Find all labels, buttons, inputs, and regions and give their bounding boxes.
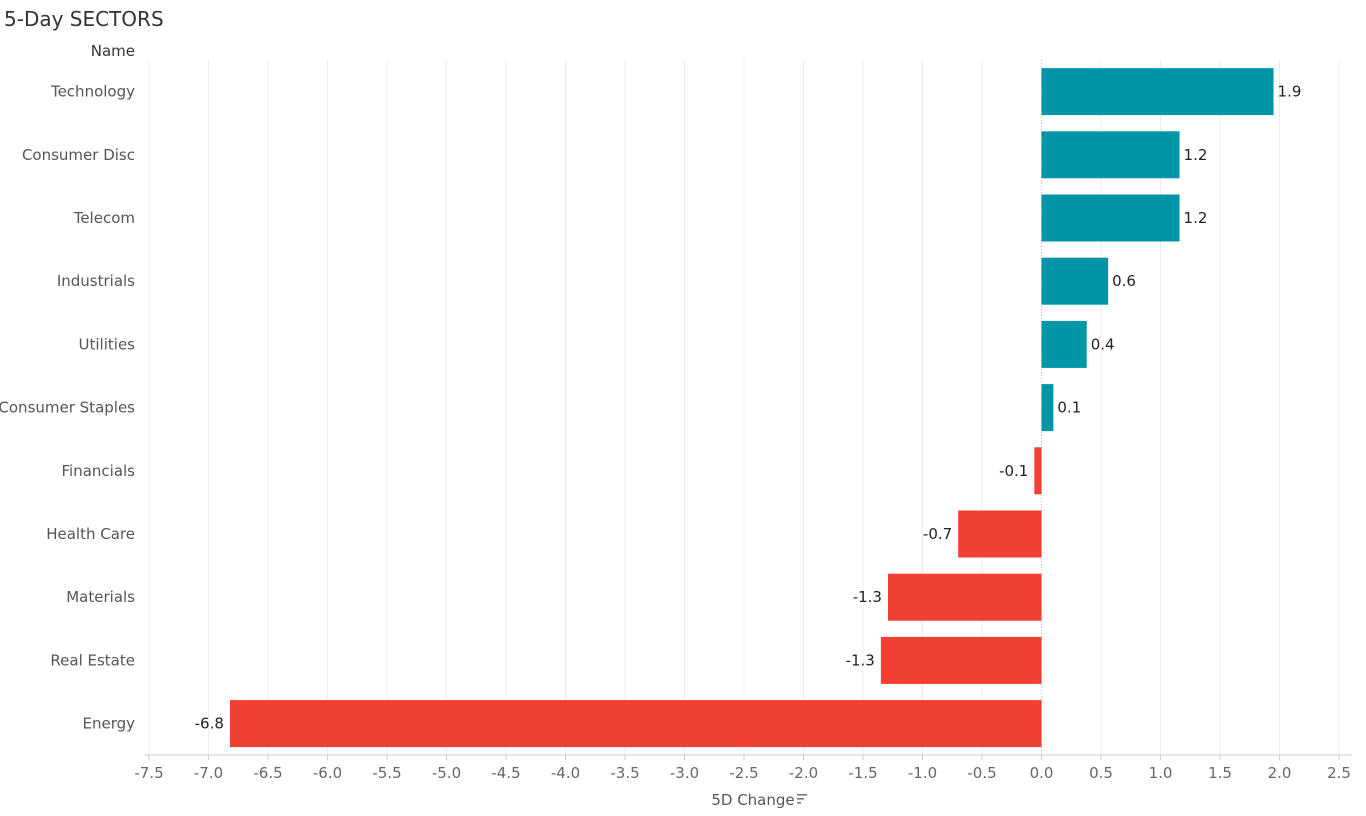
- category-label: Health Care: [46, 525, 135, 543]
- data-label: 0.4: [1091, 335, 1115, 353]
- x-tick-label: -6.5: [253, 764, 282, 782]
- x-tick-label: -6.0: [313, 764, 342, 782]
- bar[interactable]: [887, 573, 1042, 621]
- bar[interactable]: [229, 700, 1042, 748]
- x-tick-label: 2.5: [1327, 764, 1351, 782]
- bar[interactable]: [1041, 194, 1180, 242]
- x-tick-label: 1.5: [1208, 764, 1232, 782]
- category-label: Materials: [66, 588, 135, 606]
- category-label: Technology: [50, 83, 135, 101]
- chart-title: 5-Day SECTORS: [4, 7, 164, 31]
- x-axis-label: 5D Change: [711, 791, 794, 809]
- x-tick-label: -4.5: [491, 764, 520, 782]
- x-tick-label: -1.0: [908, 764, 937, 782]
- x-tick-label: -5.0: [432, 764, 461, 782]
- data-label: -0.7: [923, 525, 952, 543]
- x-tick-label: -5.5: [372, 764, 401, 782]
- x-tick-label: -7.5: [134, 764, 163, 782]
- data-label: 1.9: [1278, 83, 1302, 101]
- bar[interactable]: [1041, 131, 1180, 179]
- data-label: -1.3: [846, 651, 875, 669]
- bar[interactable]: [1041, 257, 1109, 305]
- x-tick-label: -2.5: [729, 764, 758, 782]
- bar[interactable]: [1041, 384, 1054, 432]
- bar[interactable]: [958, 510, 1042, 558]
- x-axis: -7.5 -7.0 -6.5 -6.0 -5.5 -5.0 -4.5 -4.0 -3.5 -3.0…: [134, 754, 1352, 782]
- data-label: -0.1: [999, 462, 1028, 480]
- x-tick-label: -2.0: [789, 764, 818, 782]
- row-header: Name: [91, 42, 135, 60]
- category-label: Telecom: [73, 209, 135, 227]
- data-label: 0.1: [1057, 399, 1081, 417]
- category-label: Consumer Staples: [0, 399, 135, 417]
- category-label: Industrials: [57, 272, 135, 290]
- category-label: Real Estate: [50, 651, 135, 669]
- x-tick-label: -0.5: [967, 764, 996, 782]
- bars: [229, 68, 1274, 748]
- data-label: 0.6: [1112, 272, 1136, 290]
- category-label: Energy: [82, 715, 135, 733]
- data-label: 1.2: [1184, 146, 1208, 164]
- x-tick-label: 1.0: [1149, 764, 1173, 782]
- data-label: 1.2: [1184, 209, 1208, 227]
- bar[interactable]: [880, 636, 1042, 684]
- bar[interactable]: [1034, 447, 1042, 495]
- bar[interactable]: [1041, 68, 1274, 116]
- bar[interactable]: [1041, 320, 1087, 368]
- sort-icon[interactable]: [797, 794, 807, 804]
- x-tick-label: -4.0: [551, 764, 580, 782]
- data-label: -1.3: [853, 588, 882, 606]
- x-tick-label: 2.0: [1268, 764, 1292, 782]
- x-tick-label: 0.0: [1030, 764, 1054, 782]
- x-tick-label: -3.5: [610, 764, 639, 782]
- category-label: Consumer Disc: [22, 146, 135, 164]
- category-label: Utilities: [79, 335, 136, 353]
- x-tick-label: 0.5: [1089, 764, 1113, 782]
- value-labels: 1.9 1.2 1.2 0.6 0.4 0.1 -0.1 -0.7 -1.3 -1.3 -6.8: [195, 83, 1302, 733]
- x-tick-label: -3.0: [670, 764, 699, 782]
- x-tick-label: -1.5: [848, 764, 877, 782]
- x-tick-label: -7.0: [194, 764, 223, 782]
- category-label: Financials: [62, 462, 136, 480]
- category-labels: Technology Consumer Disc Telecom Industrial…: [0, 83, 135, 733]
- data-label: -6.8: [195, 715, 224, 733]
